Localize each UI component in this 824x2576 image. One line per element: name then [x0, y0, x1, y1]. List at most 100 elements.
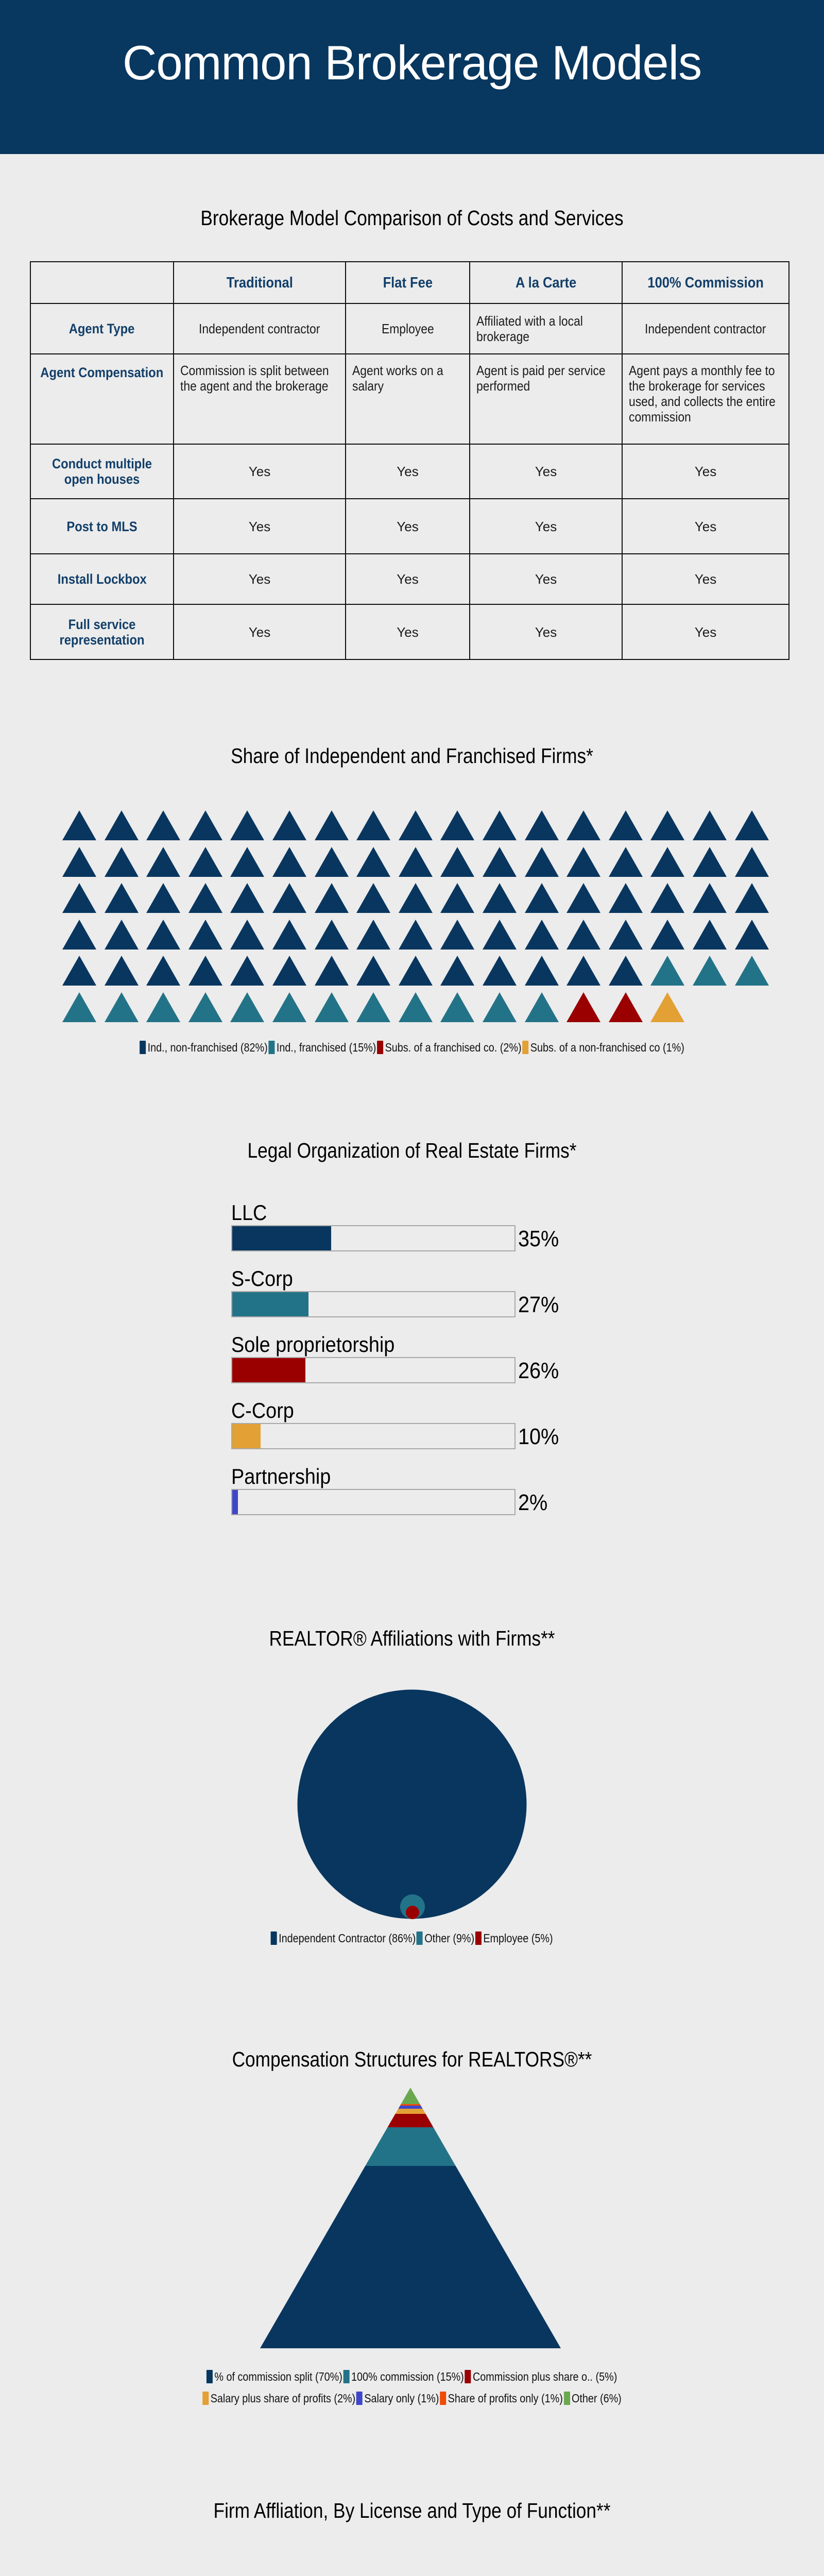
legend-label: Ind., franchised (15%) [276, 1041, 376, 1054]
waffle-triangle-icon [272, 846, 306, 877]
waffle-triangle-icon [398, 919, 433, 950]
waffle-triangle-icon [650, 810, 685, 840]
waffle-triangle-icon [314, 992, 349, 1022]
waffle-triangle-icon [440, 846, 475, 877]
legend-label: Salary plus share of profits (2%) [210, 2392, 356, 2405]
waffle-triangle-icon [146, 883, 181, 913]
waffle-triangle-icon [440, 992, 475, 1022]
waffle-triangle-icon [146, 992, 181, 1022]
legend-item: Other (6%) [563, 2391, 622, 2406]
waffle-triangle-icon [398, 992, 433, 1022]
bar-category-label: S-Corp [231, 1266, 293, 1291]
legend-item: Salary plus share of profits (2%) [202, 2391, 355, 2406]
legend-item: Share of profits only (1%) [440, 2391, 563, 2406]
pie-chart-title: Firm Affliation, By License and Type of … [213, 2499, 611, 2522]
bar-fill [232, 1424, 261, 1448]
waffle-triangle-icon [146, 956, 181, 986]
bar-value-label: 35% [518, 1226, 559, 1251]
waffle-triangle-icon [230, 883, 265, 913]
waffle-triangle-icon [440, 810, 475, 840]
waffle-triangle-icon [483, 956, 517, 986]
comparison-table: Traditional Flat Fee A la Carte 100% Com… [30, 261, 789, 660]
waffle-triangle-icon [104, 919, 139, 950]
waffle-triangle-icon [483, 919, 517, 950]
waffle-triangle-icon [398, 810, 433, 840]
table-row: Full service representation Yes Yes Yes … [30, 604, 789, 660]
legend-label: Other (9%) [424, 1931, 475, 1945]
waffle-triangle-icon [62, 992, 96, 1022]
waffle-triangle-icon [650, 846, 685, 877]
pyramid-legend-row-1: % of commission split (70%) 100% commissi… [0, 2369, 824, 2387]
table-row: Conduct multiple open houses Yes Yes Yes… [30, 444, 789, 499]
legend-label: Subs. of a franchised co. (2%) [385, 1041, 522, 1054]
bar-fill [232, 1292, 308, 1316]
table-cell: Yes [345, 553, 470, 605]
table-cell: Independent contractor [622, 303, 789, 354]
circle-employee [406, 1906, 419, 1919]
legend-label: Employee (5%) [483, 1931, 553, 1945]
waffle-triangle-icon [398, 956, 433, 986]
pie-chart [0, 2571, 824, 2576]
table-corner [30, 261, 174, 304]
waffle-legend: Ind., non-franchised (82%) Ind., franchis… [0, 1040, 824, 1058]
legend-item: Subs. of a franchised co. (2%) [377, 1040, 522, 1055]
waffle-triangle-icon [566, 883, 601, 913]
bar-track [231, 1291, 516, 1317]
table-cell: Yes [622, 444, 789, 499]
bar-category-label: Partnership [231, 1464, 331, 1488]
row-header: Full service representation [30, 604, 174, 660]
pyramid-legend-row-2: Salary plus share of profits (2%) Salary … [0, 2391, 824, 2409]
waffle-triangle-icon [314, 810, 349, 840]
pyramid-band [400, 2104, 421, 2106]
table-cell: Independent contractor [173, 303, 346, 354]
waffle-triangle-icon [566, 810, 601, 840]
bar-value-label: 27% [518, 1292, 559, 1317]
table-cell: Agent pays a monthly fee to the brokerag… [622, 353, 789, 445]
column-header-traditional: Traditional [173, 261, 346, 304]
pyramid-band [387, 2114, 434, 2127]
bar-fill [232, 1226, 331, 1250]
legend-item: Ind., non-franchised (82%) [140, 1040, 268, 1055]
waffle-triangle-icon [230, 810, 265, 840]
bar-track [231, 1423, 516, 1449]
legend-swatch [475, 1931, 482, 1945]
table-row: Agent Type Independent contractor Employ… [30, 303, 789, 354]
waffle-triangle-icon [230, 919, 265, 950]
table-cell: Yes [469, 444, 623, 499]
bar-value-label: 2% [518, 1490, 548, 1515]
waffle-triangle-icon [566, 846, 601, 877]
waffle-triangle-icon [188, 956, 222, 986]
legend-swatch [440, 2392, 447, 2405]
table-cell: Yes [173, 553, 346, 605]
waffle-triangle-icon [524, 883, 559, 913]
table-cell: Agent is paid per service performed [469, 353, 623, 445]
waffle-triangle-icon [483, 992, 517, 1022]
waffle-triangle-icon [356, 919, 391, 950]
waffle-triangle-icon [314, 846, 349, 877]
table-cell: Yes [469, 498, 623, 554]
waffle-triangle-icon [483, 810, 517, 840]
pyramid-band [398, 2106, 423, 2109]
legend-swatch [465, 2370, 471, 2383]
legend-item: Ind., franchised (15%) [268, 1040, 376, 1055]
waffle-triangle-icon [693, 810, 727, 840]
pyramid-chart-title: Compensation Structures for REALTORS®** [232, 2047, 592, 2071]
waffle-triangle-icon [440, 919, 475, 950]
legend-swatch [563, 2392, 570, 2405]
table-cell: Yes [622, 498, 789, 554]
legend-swatch [140, 1041, 146, 1054]
legend-label: 100% commission (15%) [351, 2370, 465, 2383]
column-header-flat-fee: Flat Fee [345, 261, 470, 304]
table-cell: Agent works on a salary [345, 353, 470, 445]
bar-category-label: Sole proprietorship [231, 1332, 395, 1357]
legend-label: Salary only (1%) [364, 2392, 439, 2405]
legend-item: Subs. of a non-franchised co (1%) [522, 1040, 684, 1055]
bar-category-label: LLC [231, 1200, 267, 1225]
waffle-triangle-icon [314, 919, 349, 950]
pyramid-band [401, 2088, 420, 2104]
waffle-triangle-icon [62, 810, 96, 840]
legend-swatch [271, 1931, 278, 1945]
table-header-row: Traditional Flat Fee A la Carte 100% Com… [30, 261, 789, 304]
waffle-triangle-icon [650, 992, 685, 1022]
table-cell: Commission is split between the agent an… [173, 353, 346, 445]
